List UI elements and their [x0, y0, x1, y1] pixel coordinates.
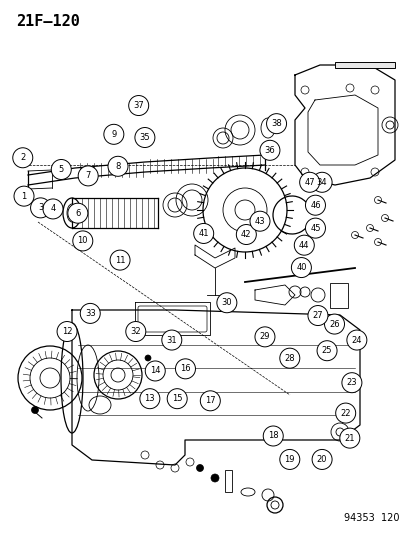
Text: 24: 24: [351, 336, 361, 344]
Circle shape: [259, 140, 279, 160]
Text: 11: 11: [114, 256, 125, 264]
Text: 10: 10: [77, 237, 88, 245]
Text: 1: 1: [21, 192, 26, 200]
Text: 22: 22: [339, 409, 350, 417]
Circle shape: [145, 355, 151, 361]
Circle shape: [263, 426, 282, 446]
Circle shape: [305, 195, 325, 215]
Text: 42: 42: [240, 230, 251, 239]
Circle shape: [193, 223, 213, 244]
Text: 3: 3: [38, 204, 43, 212]
Circle shape: [126, 321, 145, 342]
Text: 38: 38: [271, 119, 281, 128]
Text: 23: 23: [346, 378, 356, 387]
Text: 40: 40: [295, 263, 306, 272]
Circle shape: [57, 321, 77, 342]
Circle shape: [13, 148, 33, 168]
Circle shape: [346, 330, 366, 350]
Text: 41: 41: [198, 229, 209, 238]
Text: 8: 8: [115, 162, 120, 171]
Text: 21F–120: 21F–120: [16, 14, 80, 29]
Text: 19: 19: [284, 455, 294, 464]
Text: 94353  120: 94353 120: [344, 513, 399, 523]
Circle shape: [73, 231, 93, 251]
Circle shape: [31, 407, 38, 414]
Text: 2: 2: [20, 154, 25, 162]
Text: 25: 25: [321, 346, 332, 355]
Circle shape: [78, 166, 98, 186]
Circle shape: [307, 305, 327, 326]
Text: 36: 36: [264, 146, 275, 155]
Text: 34: 34: [316, 178, 327, 187]
Text: 20: 20: [316, 455, 327, 464]
Circle shape: [161, 330, 181, 350]
Circle shape: [14, 186, 34, 206]
Text: 47: 47: [304, 178, 314, 187]
Text: 37: 37: [133, 101, 144, 110]
Circle shape: [104, 124, 123, 144]
Text: 33: 33: [85, 309, 95, 318]
Circle shape: [249, 211, 269, 231]
Text: 45: 45: [309, 224, 320, 232]
Circle shape: [68, 203, 88, 223]
Circle shape: [266, 114, 286, 134]
Text: 31: 31: [166, 336, 177, 344]
Circle shape: [324, 314, 344, 334]
Circle shape: [279, 449, 299, 470]
Circle shape: [43, 199, 63, 219]
Text: 15: 15: [171, 394, 182, 403]
Circle shape: [236, 224, 256, 245]
Text: 27: 27: [312, 311, 323, 320]
Circle shape: [254, 327, 274, 347]
Circle shape: [335, 403, 355, 423]
Circle shape: [294, 235, 313, 255]
Circle shape: [279, 348, 299, 368]
Text: 32: 32: [130, 327, 141, 336]
Circle shape: [311, 449, 331, 470]
Circle shape: [175, 359, 195, 379]
Circle shape: [341, 373, 361, 393]
Text: 21: 21: [344, 434, 354, 442]
Circle shape: [80, 303, 100, 324]
Circle shape: [339, 428, 359, 448]
Circle shape: [200, 391, 220, 411]
Text: 5: 5: [59, 165, 64, 174]
Text: 46: 46: [309, 201, 320, 209]
Circle shape: [108, 156, 128, 176]
Text: 6: 6: [75, 209, 80, 217]
Circle shape: [145, 361, 165, 381]
Circle shape: [299, 172, 319, 192]
Circle shape: [211, 474, 218, 482]
Text: 35: 35: [139, 133, 150, 142]
Text: 17: 17: [204, 397, 215, 405]
Circle shape: [216, 293, 236, 313]
Text: 28: 28: [284, 354, 294, 362]
Circle shape: [110, 250, 130, 270]
Circle shape: [51, 159, 71, 180]
Circle shape: [305, 218, 325, 238]
Circle shape: [291, 257, 311, 278]
Circle shape: [135, 127, 154, 148]
Text: 12: 12: [62, 327, 72, 336]
Circle shape: [31, 198, 50, 218]
Circle shape: [311, 172, 331, 192]
Text: 9: 9: [111, 130, 116, 139]
Circle shape: [196, 464, 203, 472]
Circle shape: [128, 95, 148, 116]
Text: 7: 7: [85, 172, 90, 180]
Text: 44: 44: [298, 241, 309, 249]
Circle shape: [140, 389, 159, 409]
Circle shape: [167, 389, 187, 409]
Text: 26: 26: [328, 320, 339, 328]
Text: 30: 30: [221, 298, 232, 307]
Text: 29: 29: [259, 333, 270, 341]
Text: 4: 4: [50, 205, 55, 213]
Text: 18: 18: [267, 432, 278, 440]
FancyBboxPatch shape: [334, 62, 394, 68]
Text: 43: 43: [254, 217, 265, 225]
Text: 13: 13: [144, 394, 155, 403]
Text: 16: 16: [180, 365, 190, 373]
Circle shape: [316, 341, 336, 361]
Text: 14: 14: [150, 367, 160, 375]
